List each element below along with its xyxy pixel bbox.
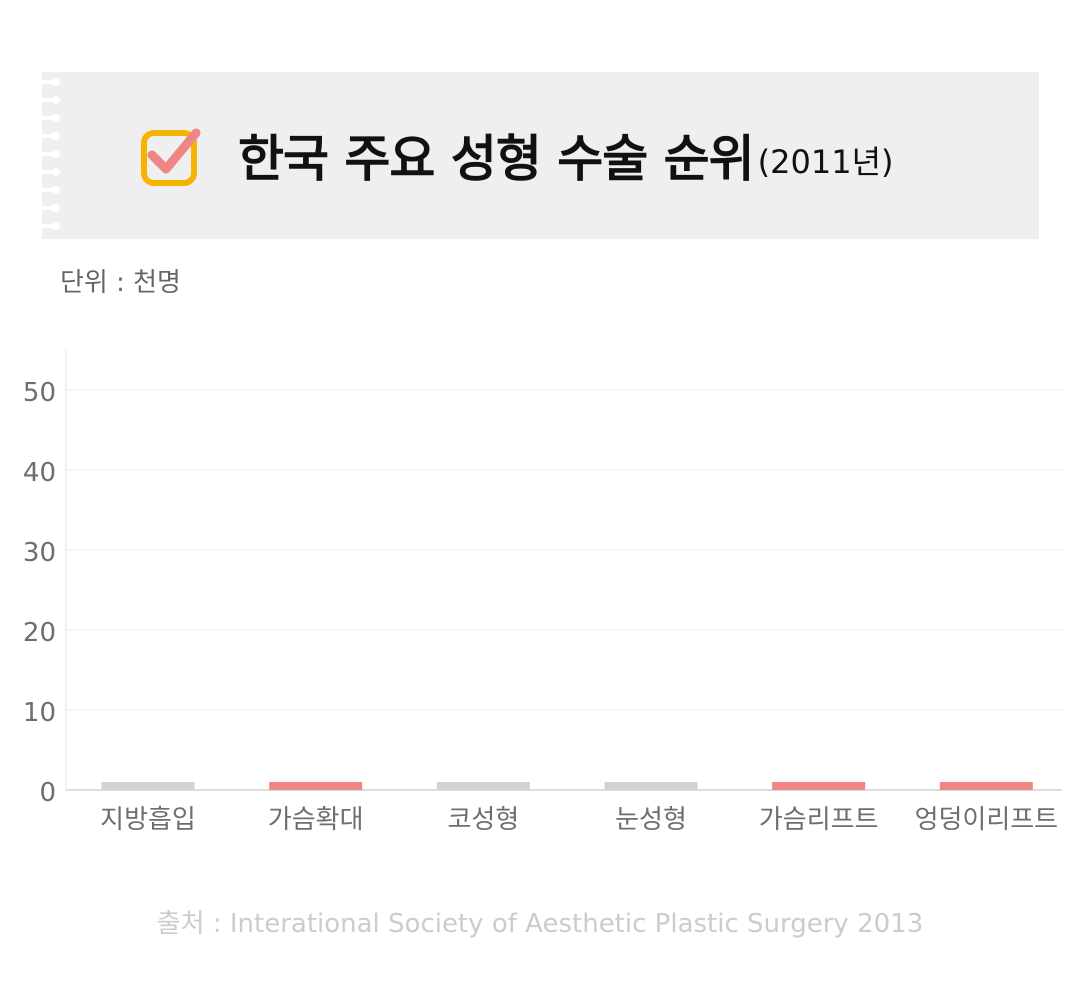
title-card — [42, 72, 1039, 239]
y-tick-label: 40 — [23, 458, 56, 488]
checkbox-checked-icon — [141, 128, 201, 186]
bar — [101, 782, 195, 790]
source-note: 출처 : Interational Society of Aesthetic P… — [156, 909, 924, 939]
x-tick-label: 엉덩이리프트 — [915, 805, 1059, 835]
bar — [772, 782, 866, 790]
grid-layer — [65, 350, 1062, 791]
y-axis: 0 10 20 30 40 50 — [23, 378, 56, 808]
y-tick-label: 50 — [23, 378, 56, 408]
y-tick-label: 30 — [23, 538, 56, 568]
bar-layer — [101, 782, 1033, 790]
notepad-spiral-icon — [42, 78, 60, 230]
page-title: 한국 주요 성형 수술 순위 — [238, 130, 755, 188]
bar-chart: 0 10 20 30 40 50 지방흡입 가슴확대 코성형 눈성형 가슴리프트 엉덩이리프트 — [23, 350, 1062, 835]
bar — [269, 782, 363, 790]
y-tick-label: 0 — [39, 778, 56, 808]
x-tick-label: 눈성형 — [615, 805, 687, 835]
x-axis: 지방흡입 가슴확대 코성형 눈성형 가슴리프트 엉덩이리프트 — [100, 805, 1058, 835]
title-year: (2011년) — [757, 143, 894, 181]
x-tick-label: 가슴확대 — [268, 805, 364, 835]
y-tick-label: 10 — [23, 698, 56, 728]
x-tick-label: 지방흡입 — [100, 805, 196, 835]
bar — [939, 782, 1033, 790]
unit-label: 단위 : 천명 — [60, 268, 181, 298]
bar — [436, 782, 530, 790]
y-tick-label: 20 — [23, 618, 56, 648]
title-row: 한국 주요 성형 수술 순위 (2011년) — [140, 120, 894, 190]
bar — [604, 782, 698, 790]
x-tick-label: 코성형 — [447, 805, 519, 835]
x-tick-label: 가슴리프트 — [759, 805, 879, 835]
